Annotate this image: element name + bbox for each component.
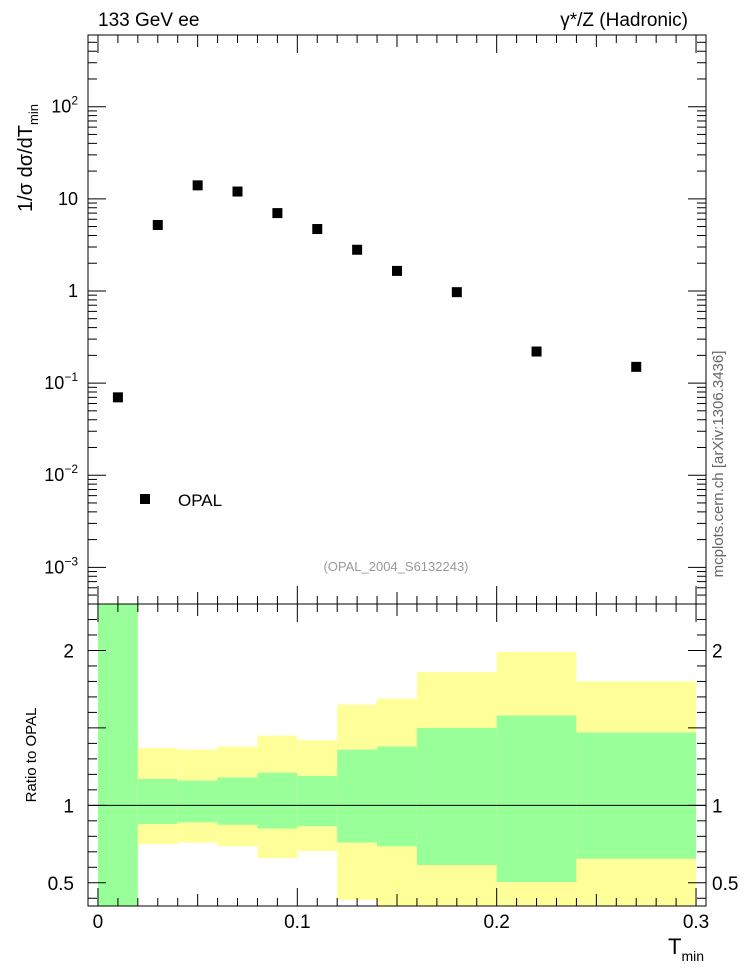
- ratio-y-title-group: Ratio to OPAL: [23, 708, 40, 803]
- data-point: [192, 180, 203, 191]
- data-point: [531, 346, 542, 357]
- green-band: [257, 772, 298, 829]
- ratio-y-tick-label-left: 2: [63, 641, 74, 662]
- x-tick-label: 0.3: [683, 912, 709, 933]
- x-axis-title: Tmin: [668, 934, 704, 964]
- ratio-y-tick-label-right: 1: [712, 796, 723, 817]
- top-panel-ticks: [88, 34, 706, 605]
- data-point: [112, 392, 123, 403]
- legend-label: OPAL: [178, 491, 222, 510]
- green-band: [496, 715, 577, 882]
- y-tick-label: 10−2: [44, 462, 78, 485]
- y-axis-title-sub: min: [26, 104, 41, 125]
- green-band: [337, 749, 378, 843]
- mcplots-side-label: mcplots.cern.ch [arXiv:1306.3436]: [710, 351, 727, 578]
- green-band: [416, 727, 497, 865]
- green-band: [97, 604, 138, 906]
- data-point: [451, 287, 462, 298]
- data-point: [232, 186, 243, 197]
- y-axis-title-text: 1/σ dσ/dT: [15, 125, 37, 212]
- process-label: γ*/Z (Hadronic): [560, 10, 688, 31]
- energy-label: 133 GeV ee: [98, 10, 199, 31]
- top-panel-frame: [87, 34, 707, 605]
- x-tick-label: 0.2: [483, 912, 509, 933]
- green-band: [217, 777, 258, 825]
- data-point: [312, 224, 323, 235]
- data-point: [392, 265, 402, 276]
- y-tick-label: 102: [51, 94, 78, 117]
- ratio-y-tick-label-left: 0.5: [48, 874, 74, 895]
- x-axis-title-sub: min: [681, 948, 704, 964]
- ratio-y-tick-label-left: 1: [63, 796, 74, 817]
- data-point: [272, 208, 283, 219]
- data-point: [352, 244, 363, 255]
- ratio-y-tick-label-right: 2: [712, 641, 723, 662]
- green-band: [297, 775, 338, 827]
- y-tick-label: 10−1: [44, 370, 78, 393]
- legend-marker: [140, 494, 150, 504]
- green-band: [177, 780, 218, 823]
- ratio-panel-frame: [87, 603, 707, 907]
- green-band: [137, 779, 178, 824]
- svg-text:1/σ dσ/dTmin: 1/σ dσ/dTmin: [15, 104, 41, 212]
- y-tick-label: 1: [68, 281, 78, 301]
- green-band: [576, 732, 697, 859]
- data-point: [152, 219, 163, 230]
- side-label-group: mcplots.cern.ch [arXiv:1306.3436]: [710, 351, 727, 578]
- ratio-y-axis-title: Ratio to OPAL: [23, 708, 40, 803]
- opal-data-points: [112, 180, 642, 403]
- y-tick-label: 10: [58, 189, 78, 209]
- top-panel-y-tick-labels: 10−3 10−2 10−1 1 10 102: [44, 94, 78, 578]
- x-tick-label: 0: [93, 912, 104, 933]
- analysis-id: (OPAL_2004_S6132243): [323, 559, 468, 574]
- ratio-y-tick-label-right: 0.5: [712, 874, 738, 895]
- y-axis-title-main: 1/σ dσ/dTmin: [15, 104, 41, 212]
- y-tick-label: 10−3: [44, 554, 78, 577]
- x-tick-label: 0.1: [284, 912, 310, 933]
- green-band: [377, 746, 417, 847]
- data-point: [631, 361, 642, 372]
- x-axis-title-text: T: [668, 934, 681, 959]
- ratio-panel-tick-labels: 0.5 0.5 1 1 2 2 0 0.1 0.2 0.3: [48, 641, 739, 933]
- ratio-bands: [97, 604, 697, 906]
